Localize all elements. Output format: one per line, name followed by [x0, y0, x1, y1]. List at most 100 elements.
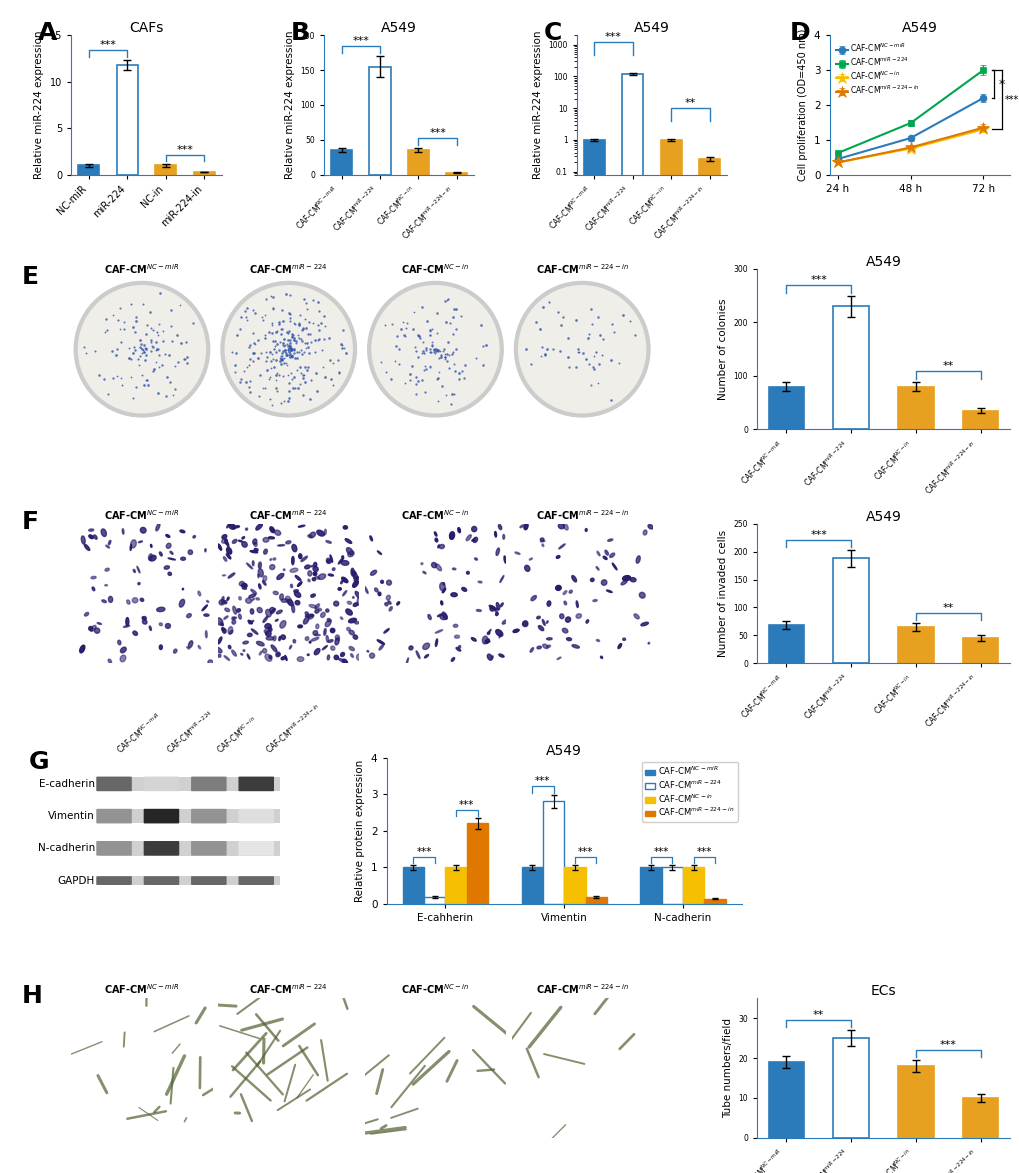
- Point: [527, 312, 543, 331]
- Ellipse shape: [618, 644, 621, 649]
- Point: [169, 325, 185, 344]
- Ellipse shape: [647, 524, 652, 529]
- Ellipse shape: [89, 626, 93, 631]
- Ellipse shape: [208, 660, 213, 665]
- Ellipse shape: [85, 544, 90, 550]
- Point: [245, 352, 261, 371]
- Ellipse shape: [491, 656, 493, 659]
- Point: [138, 339, 154, 358]
- Point: [91, 366, 107, 385]
- Ellipse shape: [340, 561, 348, 565]
- Point: [281, 346, 298, 365]
- Ellipse shape: [265, 655, 271, 662]
- Point: [100, 385, 116, 404]
- Point: [128, 307, 145, 326]
- Point: [294, 319, 311, 338]
- Point: [407, 338, 423, 357]
- Ellipse shape: [279, 594, 283, 599]
- Ellipse shape: [219, 599, 225, 605]
- Ellipse shape: [193, 536, 196, 538]
- Ellipse shape: [442, 588, 445, 592]
- Point: [311, 330, 327, 348]
- Bar: [640, 867, 661, 904]
- Ellipse shape: [472, 540, 475, 541]
- Point: [438, 290, 454, 308]
- Ellipse shape: [151, 544, 152, 548]
- Point: [122, 367, 139, 386]
- Point: [179, 353, 196, 372]
- Ellipse shape: [334, 638, 339, 645]
- Point: [445, 300, 462, 319]
- Point: [389, 327, 406, 346]
- Point: [430, 362, 446, 381]
- Ellipse shape: [277, 544, 284, 547]
- Point: [170, 352, 186, 371]
- Point: [275, 341, 291, 360]
- Point: [445, 385, 462, 404]
- Ellipse shape: [202, 605, 207, 611]
- Point: [602, 351, 619, 369]
- FancyBboxPatch shape: [144, 777, 179, 792]
- Point: [280, 339, 297, 358]
- Point: [391, 339, 408, 358]
- Point: [314, 358, 330, 377]
- Ellipse shape: [431, 563, 436, 568]
- Point: [280, 343, 297, 361]
- Ellipse shape: [232, 526, 239, 528]
- Ellipse shape: [326, 560, 331, 563]
- Point: [143, 331, 159, 350]
- Ellipse shape: [95, 628, 100, 633]
- Point: [233, 369, 250, 388]
- Point: [559, 328, 576, 347]
- Point: [240, 355, 257, 374]
- Point: [426, 341, 442, 360]
- Point: [280, 304, 297, 323]
- Ellipse shape: [325, 621, 330, 626]
- Point: [301, 344, 317, 362]
- Ellipse shape: [347, 551, 354, 557]
- Point: [177, 332, 194, 351]
- Point: [392, 320, 409, 339]
- Point: [238, 358, 255, 377]
- Point: [275, 337, 291, 355]
- Ellipse shape: [259, 651, 262, 655]
- Point: [231, 320, 248, 339]
- Ellipse shape: [308, 571, 312, 576]
- Point: [261, 323, 277, 341]
- Ellipse shape: [312, 577, 315, 581]
- Ellipse shape: [305, 565, 310, 569]
- Point: [264, 395, 280, 414]
- Point: [475, 337, 491, 355]
- Ellipse shape: [280, 635, 285, 639]
- Point: [300, 337, 316, 355]
- Ellipse shape: [218, 544, 221, 550]
- Point: [111, 299, 127, 318]
- Point: [240, 338, 257, 357]
- Point: [321, 351, 337, 369]
- Ellipse shape: [499, 576, 503, 583]
- Point: [282, 333, 299, 352]
- Ellipse shape: [221, 624, 223, 625]
- Point: [257, 305, 273, 324]
- Ellipse shape: [471, 527, 476, 531]
- Point: [445, 354, 462, 373]
- Ellipse shape: [254, 542, 257, 547]
- Text: H: H: [22, 984, 43, 1009]
- Title: CAF-CM$^{miR-224}$: CAF-CM$^{miR-224}$: [249, 982, 328, 996]
- Ellipse shape: [268, 626, 270, 630]
- Point: [257, 378, 273, 396]
- Text: ***: ***: [938, 1040, 956, 1050]
- Bar: [897, 626, 932, 663]
- Point: [279, 366, 296, 385]
- Bar: [661, 867, 683, 904]
- Point: [145, 361, 161, 380]
- Ellipse shape: [478, 581, 482, 583]
- Point: [430, 392, 446, 411]
- Ellipse shape: [271, 609, 275, 613]
- Point: [278, 346, 294, 365]
- Ellipse shape: [488, 630, 490, 633]
- Ellipse shape: [294, 591, 301, 597]
- Point: [281, 312, 298, 331]
- Point: [279, 392, 296, 411]
- Ellipse shape: [595, 567, 598, 570]
